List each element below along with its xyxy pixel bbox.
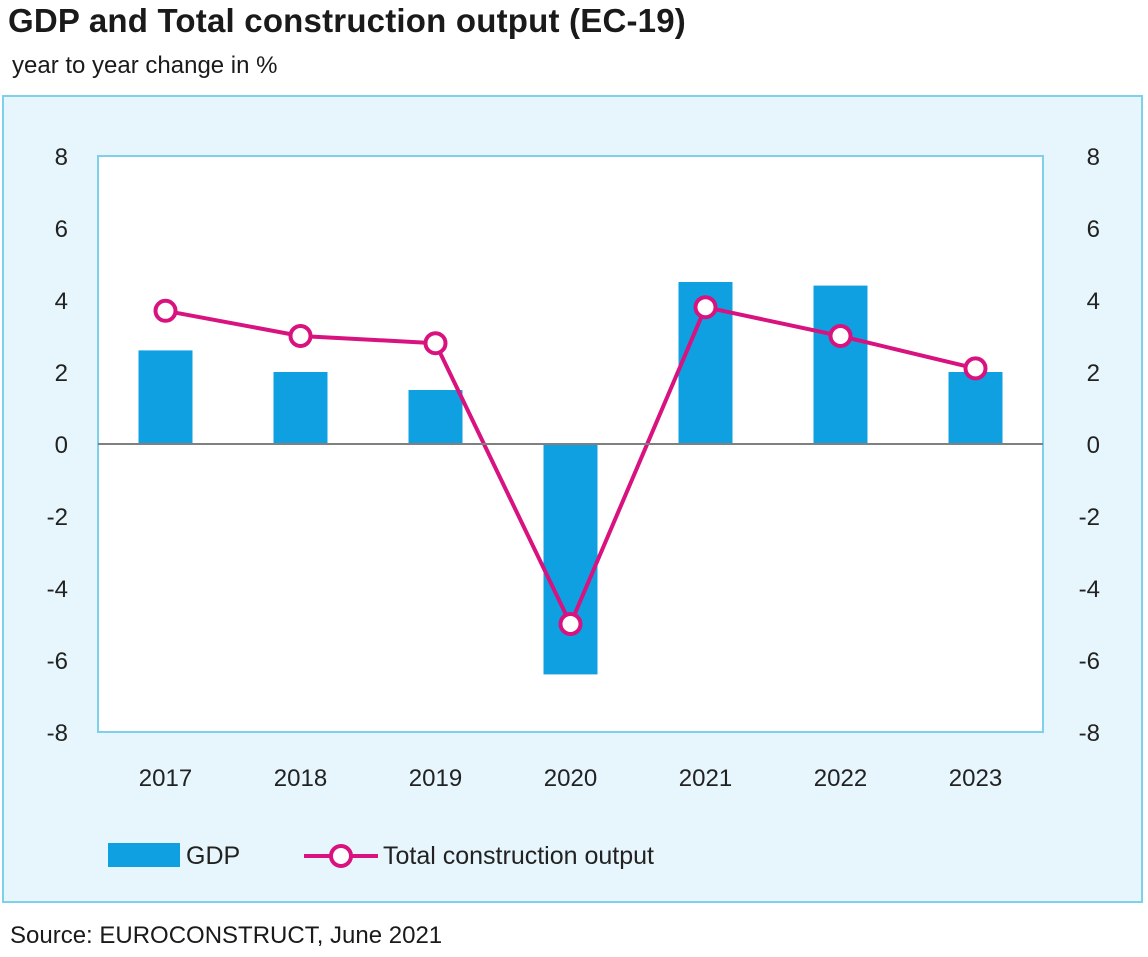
- left-axis-tick-label: -2: [47, 504, 68, 531]
- right-axis-tick-label: -2: [1079, 504, 1100, 531]
- line-series-construction: [153, 295, 988, 636]
- x-axis-tick-label: 2020: [544, 765, 597, 792]
- left-axis-tick-label: 6: [55, 216, 68, 243]
- left-axis-tick-label: 8: [55, 144, 68, 171]
- chart-title: GDP and Total construction output (EC-19…: [8, 2, 686, 39]
- axes: 8 6 4 2 0 -2 -4 -6 -8 8 6 4 2 0 -2 -4 -6 -8 2017 2018 2019 20…: [47, 144, 1100, 792]
- construction-point-2018: [288, 324, 313, 348]
- construction-point-2022: [828, 324, 853, 348]
- legend-construction-marker: [329, 844, 353, 868]
- gdp-bar-2017: [138, 350, 193, 444]
- x-axis-tick-label: 2021: [679, 765, 732, 792]
- right-axis-tick-label: 0: [1087, 432, 1100, 459]
- right-axis-tick-label: 6: [1087, 216, 1100, 243]
- left-axis-tick-label: 0: [55, 432, 68, 459]
- left-axis-tick-label: -8: [47, 720, 68, 747]
- left-axis-tick-label: 2: [55, 360, 68, 387]
- legend: GDP Total construction output: [108, 842, 654, 870]
- legend-gdp-label: GDP: [186, 842, 240, 870]
- x-axis-tick-label: 2023: [949, 765, 1002, 792]
- gdp-bar-2019: [408, 390, 463, 444]
- gdp-bar-2020: [543, 444, 598, 675]
- left-axis-tick-label: -6: [47, 648, 68, 675]
- right-axis-tick-label: 2: [1087, 360, 1100, 387]
- left-axis-tick-label: -4: [47, 576, 68, 603]
- source-note: Source: EUROCONSTRUCT, June 2021: [10, 922, 443, 949]
- legend-construction-label: Total construction output: [383, 842, 654, 870]
- chart-subtitle: year to year change in %: [12, 52, 278, 79]
- x-axis-tick-label: 2017: [139, 765, 192, 792]
- construction-point-2021: [693, 295, 718, 320]
- legend-gdp-swatch: [108, 843, 180, 867]
- right-axis-tick-label: -8: [1079, 720, 1100, 747]
- right-axis-tick-label: 8: [1087, 144, 1100, 171]
- right-axis-tick-label: -4: [1079, 576, 1100, 603]
- left-axis-tick-label: 4: [55, 288, 68, 315]
- x-axis-tick-label: 2019: [409, 765, 462, 792]
- right-axis-tick-label: 4: [1087, 288, 1100, 315]
- gdp-bar-2023: [948, 372, 1003, 444]
- construction-point-2017: [153, 298, 178, 323]
- x-axis-tick-label: 2022: [814, 765, 867, 792]
- construction-point-2019: [423, 331, 448, 356]
- right-axis-tick-label: -6: [1079, 648, 1100, 675]
- gdp-bar-2022: [813, 285, 868, 444]
- construction-point-2020: [558, 612, 583, 636]
- construction-point-2023: [963, 356, 988, 381]
- x-axis-tick-label: 2018: [274, 765, 327, 792]
- gdp-bar-2018: [273, 372, 328, 444]
